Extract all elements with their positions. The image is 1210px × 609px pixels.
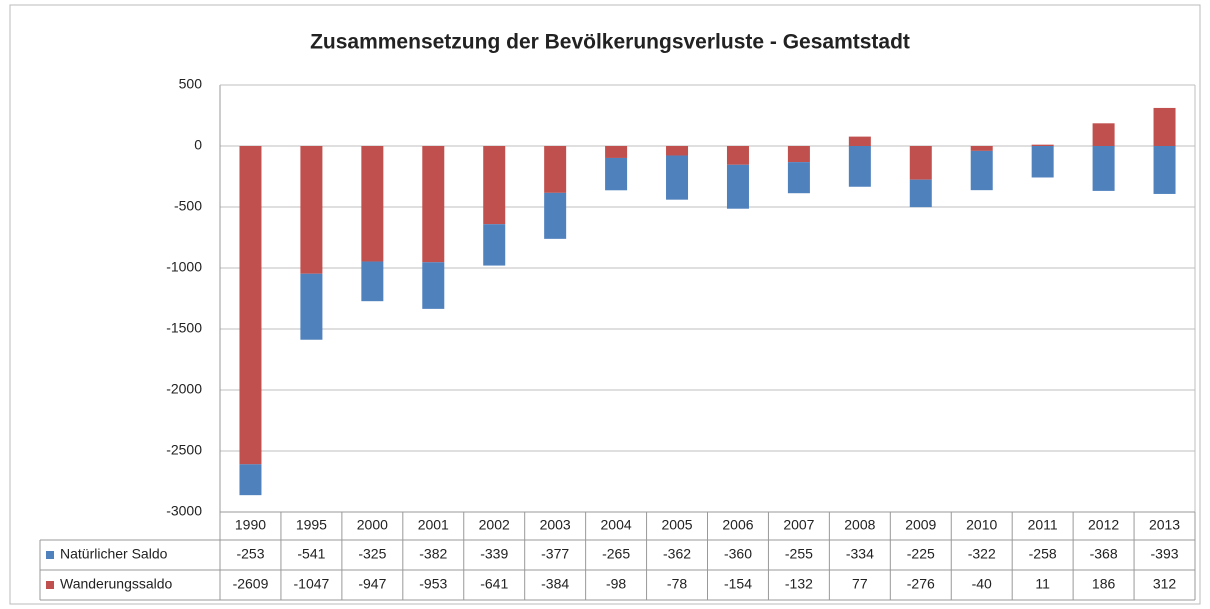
table-value: -265 [602, 546, 630, 562]
table-value: -40 [972, 576, 992, 592]
bar [726, 146, 749, 165]
table-value: -947 [358, 576, 386, 592]
bar [666, 155, 689, 200]
x-tick-label: 2006 [722, 517, 753, 533]
table-value: -255 [785, 546, 813, 562]
table-value: -541 [297, 546, 325, 562]
table-value: -78 [667, 576, 687, 592]
bar [544, 192, 567, 239]
bar [666, 146, 689, 156]
bar [970, 146, 993, 151]
bar [970, 150, 993, 191]
table-value: -953 [419, 576, 447, 592]
bar [422, 146, 445, 263]
table-value: -2609 [233, 576, 269, 592]
y-tick-label: 500 [179, 76, 203, 92]
table-value: -98 [606, 576, 626, 592]
table-value: -362 [663, 546, 691, 562]
table-value: -258 [1029, 546, 1057, 562]
x-tick-label: 2009 [905, 517, 936, 533]
table-value: 186 [1092, 576, 1116, 592]
table-value: -382 [419, 546, 447, 562]
table-value: 77 [852, 576, 868, 592]
bar [361, 146, 384, 262]
bar [544, 146, 567, 193]
bar [300, 273, 323, 340]
table-value: -276 [907, 576, 935, 592]
bar [239, 464, 262, 496]
table-value: -334 [846, 546, 874, 562]
x-tick-label: 2010 [966, 517, 997, 533]
bar [422, 262, 445, 309]
table-value: -339 [480, 546, 508, 562]
table-value: 11 [1035, 576, 1050, 592]
table-value: -253 [236, 546, 264, 562]
y-tick-label: -2000 [166, 381, 202, 397]
x-tick-label: 2002 [479, 517, 510, 533]
table-value: -360 [724, 546, 752, 562]
x-tick-label: 1990 [235, 517, 266, 533]
bar [239, 146, 262, 465]
x-tick-label: 2000 [357, 517, 388, 533]
table-value: 312 [1153, 576, 1177, 592]
y-tick-label: -3000 [166, 503, 202, 519]
bar [787, 162, 810, 194]
bar [848, 136, 871, 146]
x-tick-label: 2004 [601, 517, 632, 533]
bar [787, 146, 810, 163]
legend-swatch [46, 581, 54, 589]
bar [909, 146, 932, 180]
bar [909, 179, 932, 208]
bar [605, 146, 628, 158]
table-value: -384 [541, 576, 569, 592]
x-tick-label: 2003 [540, 517, 571, 533]
bar [1031, 144, 1054, 146]
bar [1092, 123, 1115, 146]
bar [1031, 146, 1054, 178]
bar [848, 146, 871, 187]
table-value: -641 [480, 576, 508, 592]
x-tick-label: 2012 [1088, 517, 1119, 533]
chart-title: Zusammensetzung der Bevölkerungsverluste… [310, 31, 910, 54]
bar [726, 164, 749, 209]
table-value: -1047 [294, 576, 330, 592]
bar [1092, 146, 1115, 191]
y-tick-label: 0 [194, 137, 202, 153]
y-tick-label: -1500 [166, 320, 202, 336]
table-value: -132 [785, 576, 813, 592]
x-tick-label: 2008 [844, 517, 875, 533]
table-value: -368 [1090, 546, 1118, 562]
y-tick-label: -500 [174, 198, 202, 214]
bar [1153, 146, 1176, 194]
chart-frame [9, 4, 1201, 605]
bar [483, 224, 506, 266]
bar [1153, 107, 1176, 146]
x-tick-label: 2013 [1149, 517, 1180, 533]
legend-label: Wanderungssaldo [60, 576, 173, 592]
table-value: -377 [541, 546, 569, 562]
bar [483, 146, 506, 225]
table-value: -322 [968, 546, 996, 562]
x-tick-label: 2001 [418, 517, 449, 533]
legend-label: Natürlicher Saldo [60, 546, 168, 562]
y-tick-label: -2500 [166, 442, 202, 458]
table-value: -393 [1151, 546, 1179, 562]
x-tick-label: 2005 [661, 517, 692, 533]
x-tick-label: 2011 [1028, 517, 1058, 533]
bar [361, 261, 384, 302]
legend-swatch [46, 551, 54, 559]
table-value: -154 [724, 576, 752, 592]
x-tick-label: 1995 [296, 517, 327, 533]
table-value: -325 [358, 546, 386, 562]
x-tick-label: 2007 [783, 517, 814, 533]
table-value: -225 [907, 546, 935, 562]
bar [300, 146, 323, 274]
y-tick-label: -1000 [166, 259, 202, 275]
bar [605, 157, 628, 191]
